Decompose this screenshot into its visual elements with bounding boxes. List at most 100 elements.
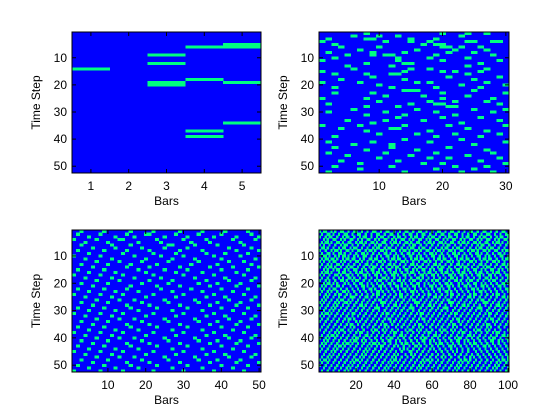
heatmap-cell [351,273,354,277]
heatmap-cell [377,331,381,335]
heatmap-cell [438,333,441,337]
heatmap-cell [341,290,346,294]
heatmap-cell [425,358,430,362]
heatmap-cell [503,251,506,255]
heatmap-cell [436,257,441,261]
heatmap-cell [109,295,114,299]
heatmap-cell [72,67,111,71]
heatmap-cell [472,232,477,236]
heatmap-cell [368,347,371,351]
heatmap-cell [482,273,485,277]
heatmap-cell [410,311,413,315]
heatmap-cell [471,249,476,253]
heatmap-cell [396,306,400,310]
heatmap-cell [472,303,476,307]
heatmap-cell [434,301,438,305]
heatmap-cell [94,355,99,359]
heatmap-cell [452,270,455,274]
heatmap-cell [351,341,354,345]
heatmap-cell [464,154,472,158]
heatmap-cell [391,238,394,242]
heatmap-cell [98,350,103,354]
heatmap-cell [444,295,447,299]
heatmap-cell [482,322,485,326]
heatmap-cell [448,273,453,277]
heatmap-cell [434,232,438,236]
x-tick-label: 5 [239,179,246,193]
heatmap-cell [341,270,346,274]
heatmap-cell [434,246,438,250]
heatmap-cell [377,309,381,313]
heatmap-cell [345,350,348,354]
heatmap-cell [332,317,335,321]
heatmap-cell [320,347,324,351]
heatmap-cell [128,243,133,247]
heatmap-cell [493,265,496,269]
heatmap-cell [132,355,137,359]
heatmap-cell [480,284,485,288]
heatmap-cell [117,317,122,321]
heatmap-cell [496,59,503,63]
heatmap-cell [358,290,362,294]
heatmap-cell [79,339,84,343]
heatmap-cell [471,167,478,171]
heatmap-cell [368,363,371,367]
heatmap-cell [158,287,164,291]
heatmap-cell [376,339,379,343]
heatmap-cell [98,331,103,335]
heatmap-cell [358,303,363,307]
heatmap-cell [257,361,262,365]
heatmap-cell [185,268,190,272]
heatmap-cell [446,251,449,255]
heatmap-cell [90,361,95,365]
heatmap-cell [497,325,500,329]
heatmap-cell [330,311,333,315]
heatmap-cell [457,260,460,264]
heatmap-cell [429,268,432,272]
heatmap-cell [493,314,496,318]
heatmap-cell [109,352,114,356]
heatmap-cell [442,314,445,318]
heatmap-cell [319,287,322,291]
heatmap-cell [480,260,483,264]
heatmap-cell [404,333,407,337]
heatmap-cell [446,292,449,296]
x-axis-label: Bars [402,194,427,208]
heatmap-cell [465,273,468,277]
heatmap-cell [461,276,464,280]
heatmap-cell [143,333,148,337]
heatmap-cell [491,301,495,305]
heatmap-cell [174,232,179,236]
heatmap-cell [442,243,445,247]
heatmap-cell [501,358,506,362]
heatmap-cell [406,246,409,250]
heatmap-cell [128,363,133,367]
heatmap-cell [421,303,424,307]
heatmap-cell [351,232,354,236]
heatmap-cell [370,339,373,343]
heatmap-cell [328,287,331,291]
heatmap-cell [368,336,371,340]
heatmap-cell [117,355,122,359]
heatmap-cell [132,298,137,302]
heatmap-cell [395,116,402,120]
y-tick-label: 30 [301,304,315,318]
heatmap-cell [412,268,415,272]
heatmap-cell [393,320,396,324]
heatmap-cell [436,352,439,356]
heatmap-cell [136,328,141,332]
heatmap-cell [448,279,451,283]
heatmap-cell [136,366,141,370]
heatmap-cell [402,298,405,302]
heatmap-cell [417,309,420,313]
heatmap-cell [491,260,496,264]
heatmap-cell [471,265,474,269]
heatmap-cell [140,320,145,324]
heatmap-cell [463,358,468,362]
heatmap-cell [496,156,503,160]
heatmap-cell [467,350,470,354]
heatmap-cell [436,336,439,340]
heatmap-cell [351,311,356,315]
heatmap-cell [370,369,373,373]
